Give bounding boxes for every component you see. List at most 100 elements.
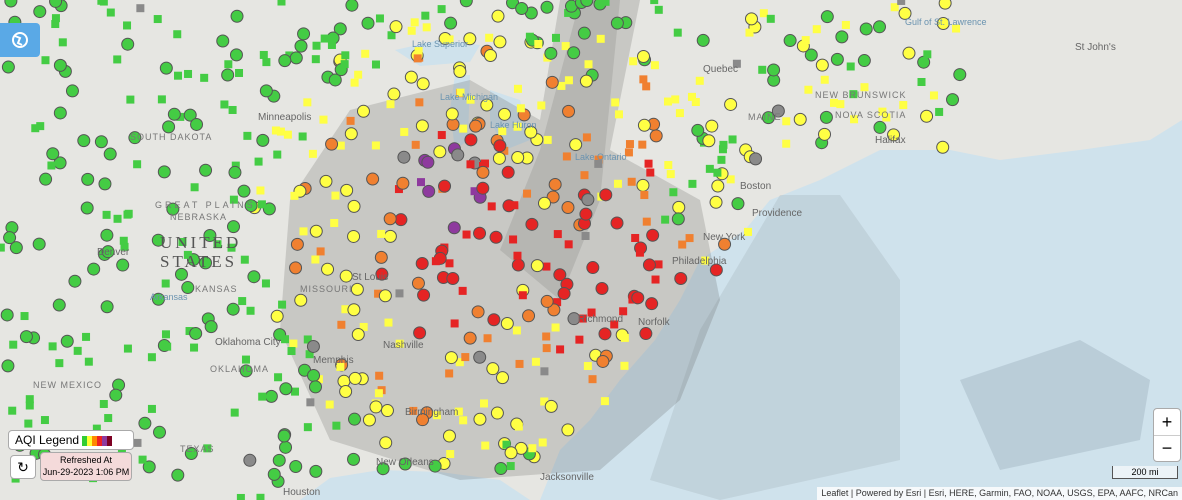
monitor-marker[interactable]	[4, 0, 18, 8]
monitor-marker[interactable]	[437, 131, 446, 140]
monitor-marker[interactable]	[395, 339, 404, 348]
monitor-marker[interactable]	[190, 183, 199, 192]
monitor-marker[interactable]	[104, 414, 113, 423]
monitor-marker[interactable]	[579, 74, 593, 88]
monitor-marker[interactable]	[347, 229, 361, 243]
monitor-marker[interactable]	[120, 242, 129, 251]
monitor-marker[interactable]	[267, 467, 281, 481]
monitor-marker[interactable]	[24, 419, 33, 428]
monitor-marker[interactable]	[254, 157, 263, 166]
monitor-marker[interactable]	[473, 226, 487, 240]
monitor-marker[interactable]	[1, 60, 15, 74]
monitor-marker[interactable]	[421, 11, 430, 20]
monitor-marker[interactable]	[445, 369, 454, 378]
monitor-marker[interactable]	[171, 468, 185, 482]
monitor-marker[interactable]	[181, 281, 195, 295]
monitor-marker[interactable]	[553, 298, 562, 307]
monitor-marker[interactable]	[224, 60, 233, 69]
monitor-marker[interactable]	[121, 37, 135, 51]
monitor-marker[interactable]	[413, 54, 422, 63]
monitor-marker[interactable]	[610, 216, 624, 230]
monitor-marker[interactable]	[157, 95, 166, 104]
monitor-marker[interactable]	[289, 51, 303, 65]
monitor-marker[interactable]	[321, 262, 335, 276]
monitor-marker[interactable]	[691, 123, 705, 137]
monitor-marker[interactable]	[138, 455, 147, 464]
monitor-marker[interactable]	[646, 168, 655, 177]
monitor-marker[interactable]	[100, 300, 114, 314]
monitor-marker[interactable]	[51, 14, 60, 23]
monitor-marker[interactable]	[749, 152, 763, 166]
monitor-marker[interactable]	[404, 70, 418, 84]
monitor-marker[interactable]	[55, 359, 64, 368]
monitor-marker[interactable]	[562, 152, 571, 161]
monitor-marker[interactable]	[580, 0, 594, 8]
monitor-marker[interactable]	[685, 234, 694, 243]
monitor-marker[interactable]	[595, 281, 609, 295]
monitor-marker[interactable]	[494, 462, 508, 476]
monitor-marker[interactable]	[421, 155, 435, 169]
monitor-marker[interactable]	[246, 306, 255, 315]
monitor-marker[interactable]	[673, 28, 682, 37]
monitor-marker[interactable]	[297, 27, 311, 41]
monitor-marker[interactable]	[450, 319, 459, 328]
monitor-marker[interactable]	[540, 367, 549, 376]
monitor-marker[interactable]	[387, 31, 396, 40]
monitor-marker[interactable]	[346, 116, 355, 125]
monitor-marker[interactable]	[433, 145, 447, 159]
monitor-marker[interactable]	[228, 165, 242, 179]
monitor-marker[interactable]	[459, 416, 468, 425]
monitor-marker[interactable]	[462, 230, 471, 239]
monitor-marker[interactable]	[804, 48, 818, 62]
monitor-marker[interactable]	[953, 68, 967, 82]
monitor-marker[interactable]	[759, 9, 768, 18]
monitor-marker[interactable]	[294, 39, 308, 53]
monitor-marker[interactable]	[413, 326, 427, 340]
monitor-marker[interactable]	[516, 104, 525, 113]
monitor-marker[interactable]	[312, 41, 321, 50]
monitor-marker[interactable]	[133, 438, 142, 447]
monitor-marker[interactable]	[524, 125, 538, 139]
monitor-marker[interactable]	[409, 406, 418, 415]
monitor-marker[interactable]	[383, 229, 397, 243]
monitor-marker[interactable]	[345, 0, 359, 12]
monitor-marker[interactable]	[411, 276, 425, 290]
monitor-marker[interactable]	[463, 331, 477, 345]
monitor-marker[interactable]	[396, 176, 410, 190]
monitor-marker[interactable]	[705, 119, 719, 133]
monitor-marker[interactable]	[278, 54, 292, 68]
monitor-marker[interactable]	[513, 122, 522, 131]
monitor-marker[interactable]	[100, 228, 114, 242]
monitor-marker[interactable]	[878, 107, 887, 116]
monitor-marker[interactable]	[491, 9, 505, 23]
monitor-marker[interactable]	[339, 385, 353, 399]
monitor-marker[interactable]	[147, 404, 156, 413]
monitor-marker[interactable]	[611, 98, 620, 107]
monitor-marker[interactable]	[216, 34, 230, 48]
monitor-marker[interactable]	[244, 199, 258, 213]
monitor-marker[interactable]	[68, 274, 82, 288]
monitor-marker[interactable]	[500, 146, 509, 155]
monitor-marker[interactable]	[530, 259, 544, 273]
monitor-marker[interactable]	[458, 286, 467, 295]
monitor-marker[interactable]	[600, 397, 609, 406]
monitor-marker[interactable]	[261, 279, 270, 288]
monitor-marker[interactable]	[561, 423, 575, 437]
monitor-marker[interactable]	[515, 2, 529, 16]
monitor-marker[interactable]	[339, 269, 353, 283]
monitor-marker[interactable]	[428, 459, 442, 473]
monitor-marker[interactable]	[344, 127, 358, 141]
monitor-marker[interactable]	[540, 397, 549, 406]
monitor-marker[interactable]	[470, 187, 479, 196]
monitor-marker[interactable]	[161, 330, 170, 339]
monitor-marker[interactable]	[446, 450, 455, 459]
monitor-marker[interactable]	[691, 98, 700, 107]
monitor-marker[interactable]	[454, 407, 463, 416]
monitor-marker[interactable]	[596, 354, 610, 368]
monitor-marker[interactable]	[113, 214, 122, 223]
monitor-marker[interactable]	[369, 400, 383, 414]
monitor-marker[interactable]	[325, 400, 334, 409]
monitor-marker[interactable]	[463, 32, 477, 46]
monitor-marker[interactable]	[133, 160, 142, 169]
monitor-marker[interactable]	[718, 145, 727, 154]
